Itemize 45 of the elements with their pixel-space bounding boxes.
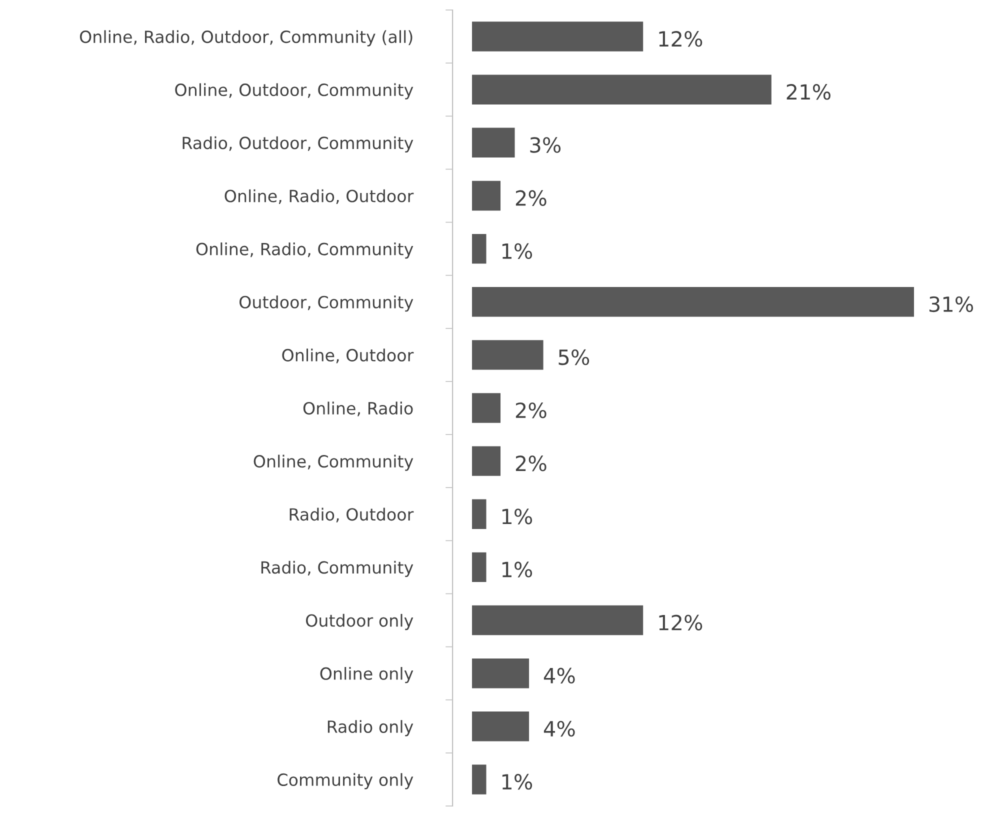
data-label: 21% xyxy=(786,84,830,100)
y-tick-label: Radio, Outdoor xyxy=(290,508,414,522)
bar xyxy=(472,393,501,423)
data-label: 4% xyxy=(544,720,575,737)
bar xyxy=(472,234,486,264)
bar xyxy=(472,605,644,636)
bar xyxy=(472,340,544,370)
y-tick-label: Radio only xyxy=(328,720,414,736)
bar xyxy=(472,552,486,582)
y-tick-label: Outdoor, Community xyxy=(240,296,414,312)
data-label: 12% xyxy=(659,614,702,630)
data-label: 3% xyxy=(530,137,561,153)
y-tick-label: Online only xyxy=(320,667,414,684)
data-label: 1% xyxy=(502,562,532,578)
bar xyxy=(472,764,486,794)
data-label: 2% xyxy=(516,190,546,206)
y-tick-label: Online, Outdoor xyxy=(282,348,414,364)
y-tick-label: Outdoor only xyxy=(306,614,414,630)
data-label: 1% xyxy=(502,243,532,260)
data-label: 12% xyxy=(659,30,702,47)
data-label: 5% xyxy=(558,349,590,366)
bar xyxy=(472,128,515,158)
bar xyxy=(472,180,501,211)
bar xyxy=(472,287,914,317)
bar xyxy=(472,74,772,104)
y-tick-label: Online, Community xyxy=(254,454,414,471)
bar xyxy=(472,446,501,476)
bar xyxy=(472,712,530,742)
y-tick-label: Online, Radio xyxy=(303,402,413,416)
y-tick-label: Online, Radio, Outdoor, Community (all) xyxy=(80,30,412,46)
y-tick-label: Community only xyxy=(278,773,414,790)
bar xyxy=(472,658,530,688)
y-tick-label: Radio, Community xyxy=(261,560,414,577)
y-tick-label: Online, Outdoor, Community xyxy=(175,83,414,100)
bar xyxy=(472,499,486,529)
y-tick-label: Online, Radio, Outdoor xyxy=(224,189,414,204)
y-tick-label: Online, Radio, Community xyxy=(196,242,414,259)
data-label: 4% xyxy=(544,668,575,684)
bar xyxy=(472,22,644,52)
data-label: 2% xyxy=(516,456,546,472)
y-tick-label: Radio, Outdoor, Community xyxy=(182,136,414,152)
data-label: 1% xyxy=(502,774,532,790)
data-label: 31% xyxy=(929,296,974,312)
data-label: 2% xyxy=(516,402,546,418)
data-label: 1% xyxy=(502,508,532,524)
